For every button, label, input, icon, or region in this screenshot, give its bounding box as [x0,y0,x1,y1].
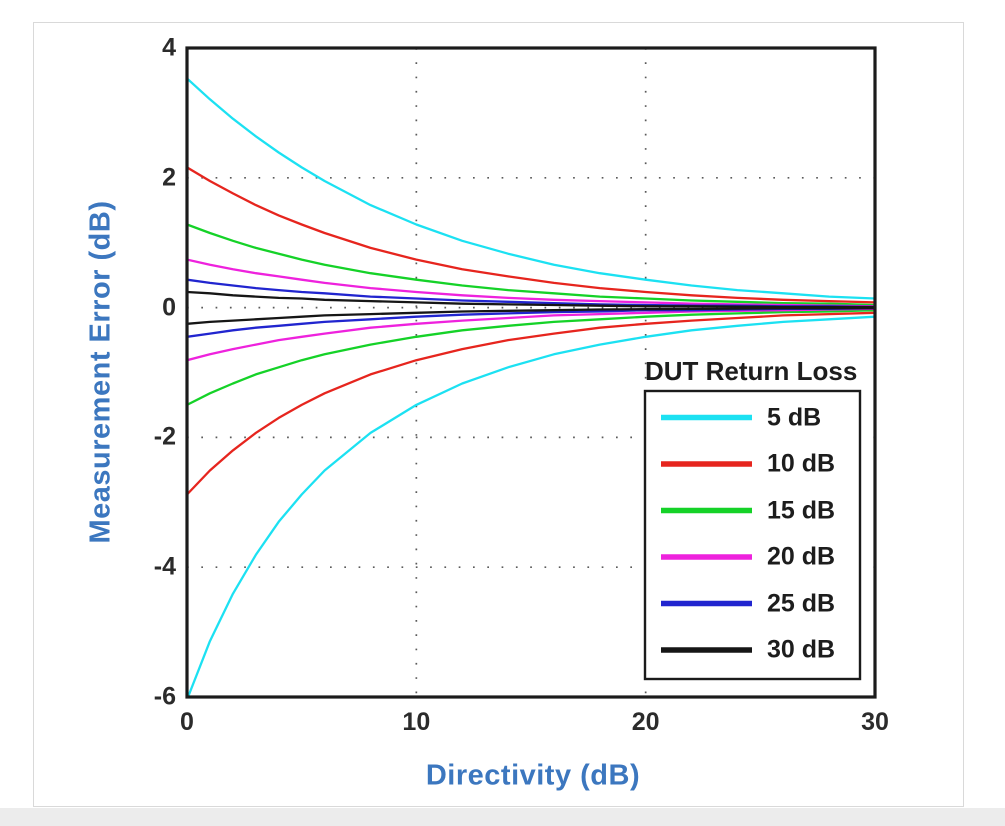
y-tick-label: -2 [153,422,176,451]
curve-30dB-upper [187,290,875,309]
legend-label: 10 dB [767,449,836,478]
y-tick-label: -6 [153,682,176,711]
plot-frame [185,46,877,699]
legend-label: 30 dB [767,635,836,664]
curve-20dB-lower [187,307,875,362]
curve-15dB-lower [187,309,875,407]
legend-label: 5 dB [767,403,822,431]
y-tick-label: 2 [162,163,176,192]
curve-5dB-lower [187,315,875,697]
y-tick-label: 4 [162,33,176,62]
curve-10dB-lower [187,311,875,496]
legend-label: 20 dB [767,542,836,571]
legend-swatches [661,414,752,653]
x-tick-label: 10 [402,708,431,736]
x-tick-label: 0 [180,708,194,736]
error-curves [187,77,875,697]
page-gap-strip [0,808,1005,826]
legend-box [643,389,862,681]
x-tick-label: 30 [861,708,889,736]
legend-title: DUT Return Loss [645,356,858,386]
legend-label: 25 dB [767,589,836,617]
curve-5dB-upper [187,77,875,300]
y-axis-title: Measurement Error (dB) [84,200,117,544]
curve-10dB-upper [187,166,875,304]
curve-30dB-lower [187,307,875,325]
y-tick-label: 0 [162,293,176,322]
y-tick-label: -4 [153,552,176,581]
x-axis-title: Directivity (dB) [425,759,641,792]
legend-label: 15 dB [767,496,836,524]
curve-20dB-upper [187,258,875,308]
x-tick-label: 20 [631,708,660,736]
curve-15dB-upper [187,223,875,307]
